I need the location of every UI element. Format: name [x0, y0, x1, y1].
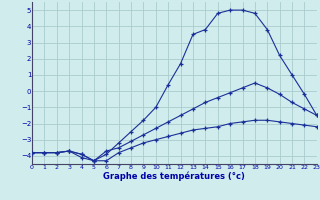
- X-axis label: Graphe des températures (°c): Graphe des températures (°c): [103, 171, 245, 181]
